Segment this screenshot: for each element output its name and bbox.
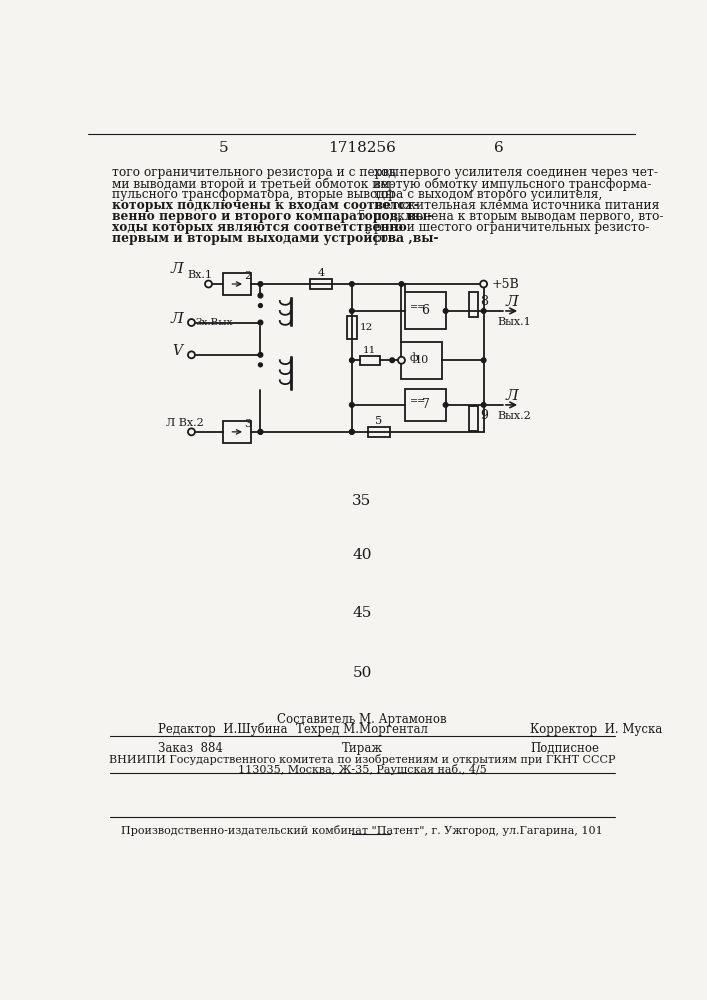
Circle shape bbox=[349, 403, 354, 407]
Bar bbox=[402, 342, 442, 379]
Circle shape bbox=[205, 281, 212, 287]
Text: которых подключены к входам соответст-: которых подключены к входам соответст- bbox=[112, 199, 419, 212]
Text: Л: Л bbox=[171, 262, 184, 276]
Circle shape bbox=[349, 358, 354, 363]
Bar bbox=[368, 427, 390, 437]
Text: Производственно-издательский комбинат "Патент", г. Ужгород, ул.Гагарина, 101: Производственно-издательский комбинат "П… bbox=[121, 825, 603, 836]
Circle shape bbox=[259, 304, 262, 307]
Text: венно первого и второго компараторов, вы-: венно первого и второго компараторов, вы… bbox=[112, 210, 432, 223]
Text: 1718256: 1718256 bbox=[328, 141, 396, 155]
Text: 10: 10 bbox=[414, 355, 428, 365]
Circle shape bbox=[443, 309, 448, 313]
Circle shape bbox=[443, 403, 448, 407]
Text: Тираж: Тираж bbox=[341, 742, 382, 755]
Text: Вых.2: Вых.2 bbox=[497, 411, 531, 421]
Text: Л: Л bbox=[171, 312, 184, 326]
Text: 8: 8 bbox=[480, 295, 488, 308]
Text: рого и шестого ограничительных резисто-: рого и шестого ограничительных резисто- bbox=[373, 221, 649, 234]
Text: +5В: +5В bbox=[491, 278, 519, 291]
Text: 11: 11 bbox=[363, 346, 376, 355]
Text: Л Вх.2: Л Вх.2 bbox=[166, 418, 204, 428]
Text: ф: ф bbox=[409, 353, 418, 363]
Text: 6: 6 bbox=[494, 141, 504, 155]
Text: 50: 50 bbox=[352, 666, 372, 680]
Text: Зх.Вых: Зх.Вых bbox=[195, 318, 233, 327]
Text: того ограничительного резистора и с первы-: того ограничительного резистора и с перв… bbox=[112, 166, 402, 179]
Text: 12: 12 bbox=[360, 323, 373, 332]
Text: положительная клемма источника питания: положительная клемма источника питания bbox=[373, 199, 659, 212]
Circle shape bbox=[259, 363, 262, 367]
Bar bbox=[310, 279, 332, 289]
Circle shape bbox=[258, 293, 263, 298]
Text: 9: 9 bbox=[480, 409, 488, 422]
Text: 3: 3 bbox=[245, 419, 252, 429]
Circle shape bbox=[398, 357, 405, 364]
Text: Редактор  И.Шубина: Редактор И.Шубина bbox=[158, 722, 288, 736]
Text: ход первого усилителя соединен через чет-: ход первого усилителя соединен через чет… bbox=[373, 166, 658, 179]
Circle shape bbox=[188, 428, 195, 435]
Circle shape bbox=[349, 430, 354, 434]
Bar bbox=[223, 273, 251, 295]
Bar bbox=[405, 292, 445, 329]
Text: 45: 45 bbox=[352, 606, 372, 620]
Circle shape bbox=[258, 430, 263, 434]
Text: 4: 4 bbox=[317, 268, 325, 278]
Text: Подписное: Подписное bbox=[530, 742, 599, 755]
Text: 113035, Москва, Ж-35, Раушская наб., 4/5: 113035, Москва, Ж-35, Раушская наб., 4/5 bbox=[238, 764, 486, 775]
Text: ров.: ров. bbox=[373, 232, 399, 245]
Text: 2: 2 bbox=[245, 271, 252, 281]
Text: 5: 5 bbox=[219, 141, 229, 155]
Circle shape bbox=[188, 351, 195, 358]
Bar bbox=[347, 316, 356, 339]
Circle shape bbox=[481, 403, 486, 407]
Text: 5: 5 bbox=[375, 416, 382, 426]
Text: V: V bbox=[173, 344, 182, 358]
Text: ходы которых являются соответственно: ходы которых являются соответственно bbox=[112, 221, 407, 234]
Text: 35: 35 bbox=[352, 494, 372, 508]
Text: Корректор  И. Муска: Корректор И. Муска bbox=[530, 723, 662, 736]
Circle shape bbox=[481, 309, 486, 313]
Bar bbox=[469, 292, 478, 317]
Text: 7: 7 bbox=[421, 398, 429, 411]
Text: Вых.1: Вых.1 bbox=[497, 317, 531, 327]
Bar bbox=[405, 389, 445, 421]
Circle shape bbox=[258, 320, 263, 325]
Text: первым и вторым выходами устройства ,вы-: первым и вторым выходами устройства ,вы- bbox=[112, 232, 438, 245]
Text: ==: == bbox=[409, 303, 426, 312]
Text: подключена к вторым выводам первого, вто-: подключена к вторым выводам первого, вто… bbox=[373, 210, 663, 223]
Circle shape bbox=[481, 358, 486, 363]
Circle shape bbox=[258, 353, 263, 357]
Circle shape bbox=[390, 358, 395, 363]
Text: Составитель М. Артамонов: Составитель М. Артамонов bbox=[277, 713, 447, 726]
Circle shape bbox=[188, 319, 195, 326]
Text: пульсного трансформатора, вторые выводы: пульсного трансформатора, вторые выводы bbox=[112, 188, 395, 201]
Text: 6: 6 bbox=[421, 304, 429, 317]
Text: Заказ  884: Заказ 884 bbox=[158, 742, 223, 755]
Circle shape bbox=[399, 282, 404, 286]
Circle shape bbox=[349, 309, 354, 313]
Text: 40: 40 bbox=[352, 548, 372, 562]
Circle shape bbox=[480, 281, 487, 287]
Circle shape bbox=[258, 282, 263, 286]
Text: ВНИИПИ Государственного комитета по изобретениям и открытиям при ГКНТ СССР: ВНИИПИ Государственного комитета по изоб… bbox=[109, 754, 615, 765]
Text: ==: == bbox=[409, 397, 426, 406]
Circle shape bbox=[349, 282, 354, 286]
Text: Л: Л bbox=[506, 295, 519, 309]
Text: тора с выходом второго усилителя,: тора с выходом второго усилителя, bbox=[373, 188, 602, 201]
Bar bbox=[223, 421, 251, 443]
Bar bbox=[469, 406, 478, 431]
Circle shape bbox=[258, 430, 263, 434]
Circle shape bbox=[349, 430, 354, 434]
Bar bbox=[360, 356, 380, 365]
Text: 5: 5 bbox=[358, 210, 366, 223]
Text: Техред М.Моргентал: Техред М.Моргентал bbox=[296, 723, 428, 736]
Text: Л: Л bbox=[506, 389, 519, 403]
Text: Вх.1: Вх.1 bbox=[187, 270, 213, 280]
Text: ми выводами второй и третьей обмоток им-: ми выводами второй и третьей обмоток им- bbox=[112, 177, 394, 191]
Text: вертую обмотку импульсного трансформа-: вертую обмотку импульсного трансформа- bbox=[373, 177, 651, 191]
